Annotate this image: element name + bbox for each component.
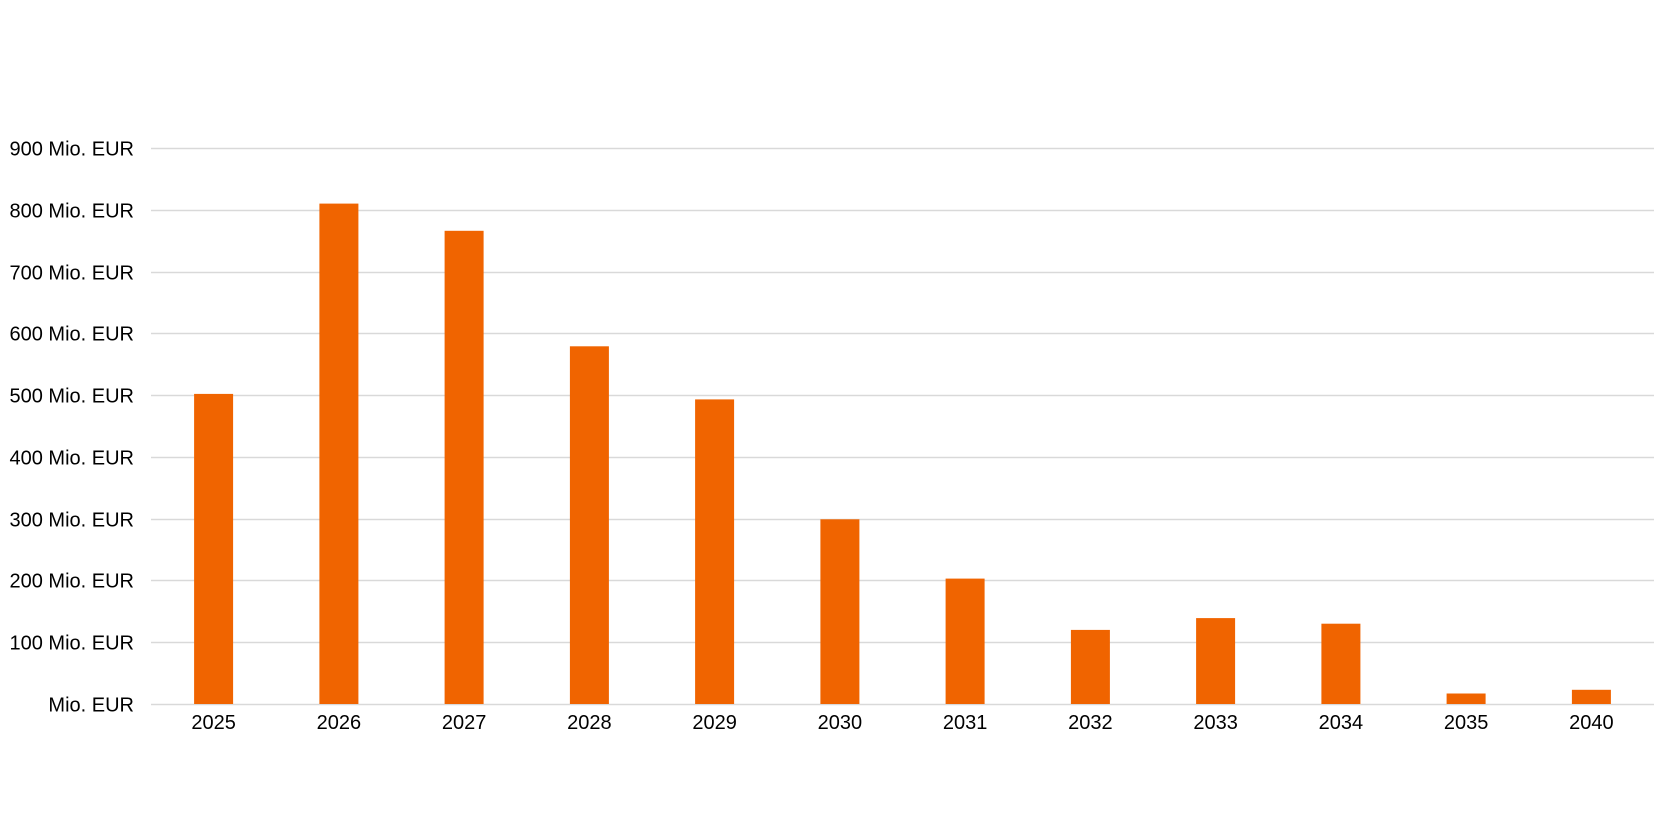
- y-tick-label: Mio. EUR: [48, 695, 134, 717]
- y-tick-label: 600 Mio. EUR: [10, 324, 135, 346]
- y-tick-label: 400 Mio. EUR: [10, 448, 135, 470]
- y-tick-label: 200 Mio. EUR: [10, 571, 135, 593]
- y-tick-label: 800 Mio. EUR: [10, 201, 135, 223]
- x-tick-label: 2030: [818, 712, 863, 734]
- x-tick-label: 2027: [442, 712, 487, 734]
- bar-2031: [945, 578, 985, 704]
- x-tick-label: 2035: [1444, 712, 1489, 734]
- x-tick-label: 2028: [567, 712, 612, 734]
- x-tick-label: 2025: [191, 712, 236, 734]
- bars: [194, 203, 1611, 705]
- y-tick-label: 300 Mio. EUR: [10, 510, 135, 532]
- y-axis-tick-labels: Mio. EUR 100 Mio. EUR 200 Mio. EUR 300 Mio.…: [10, 139, 135, 717]
- x-tick-label: 2029: [692, 712, 737, 734]
- bar-2025: [194, 393, 234, 704]
- x-tick-label: 2034: [1319, 712, 1364, 734]
- x-tick-label: 2032: [1068, 712, 1113, 734]
- bar-2027: [444, 230, 484, 705]
- bar-2040: [1571, 689, 1611, 704]
- bar-2034: [1321, 623, 1361, 704]
- y-tick-label: 700 Mio. EUR: [10, 263, 135, 285]
- y-tick-label: 500 Mio. EUR: [10, 386, 135, 408]
- bar-2033: [1196, 618, 1236, 704]
- y-tick-label: 100 Mio. EUR: [10, 633, 135, 655]
- x-tick-label: 2026: [317, 712, 362, 734]
- bar-2028: [569, 346, 609, 704]
- x-tick-label: 2031: [943, 712, 988, 734]
- bar-2032: [1070, 629, 1110, 704]
- gridlines: [151, 147, 1654, 706]
- x-tick-label: 2040: [1569, 712, 1614, 734]
- y-tick-label: 900 Mio. EUR: [10, 139, 135, 161]
- x-axis-tick-labels: 2025 2026 2027 2028 2029 2030 2031 2032 2033 2034…: [191, 712, 1613, 734]
- bar-2030: [820, 519, 860, 704]
- x-tick-label: 2033: [1193, 712, 1238, 734]
- bar-2029: [695, 399, 735, 704]
- bar-2026: [319, 203, 359, 704]
- bar-2035: [1446, 693, 1486, 704]
